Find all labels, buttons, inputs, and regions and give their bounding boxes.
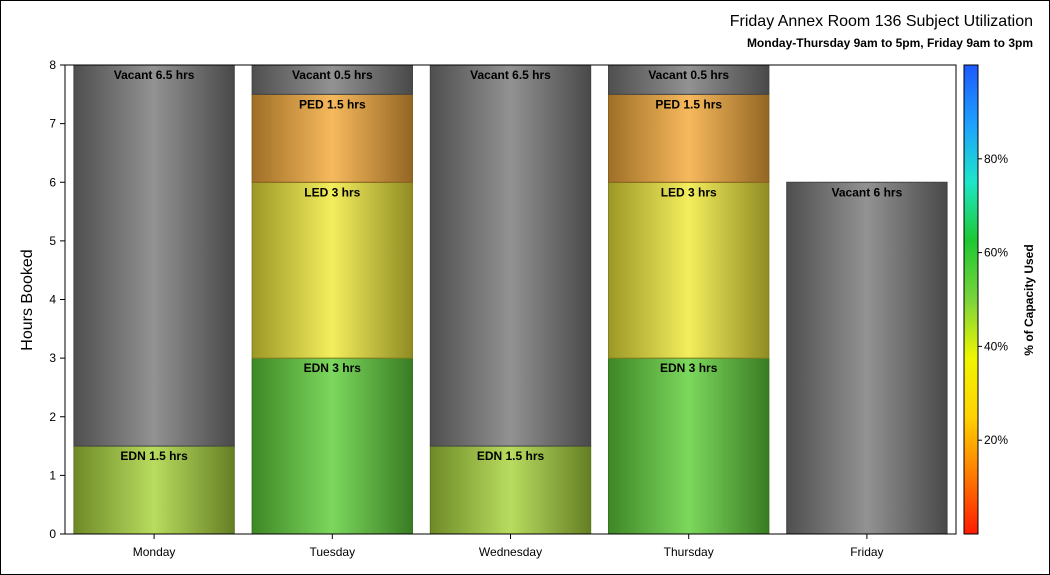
segment-label: LED 3 hrs <box>304 185 360 199</box>
y-tick-label: 6 <box>49 175 56 189</box>
y-axis: 0 1 2 3 4 5 6 7 8 <box>49 58 65 541</box>
y-tick-label: 7 <box>49 117 56 131</box>
colorbar-label: % of Capacity Used <box>1022 244 1036 355</box>
y-tick-label: 3 <box>49 351 56 365</box>
segment-label: Vacant 6 hrs <box>832 185 903 199</box>
colorbar-tick-label: 60% <box>984 246 1008 260</box>
bar-segment <box>251 93 413 183</box>
y-tick-label: 5 <box>49 234 56 248</box>
chart-subtitle: Monday-Thursday 9am to 5pm, Friday 9am t… <box>746 36 1033 50</box>
segment-label: LED 3 hrs <box>661 185 717 199</box>
x-tick-label: Tuesday <box>310 545 356 559</box>
bar-segment <box>251 357 413 535</box>
bar-segment <box>251 64 413 95</box>
chart-title: Friday Annex Room 136 Subject Utilizatio… <box>729 13 1033 30</box>
x-tick-label: Friday <box>850 545 883 559</box>
colorbar-tick-label: 20% <box>984 433 1008 447</box>
x-tick-label: Thursday <box>664 545 714 559</box>
y-tick-label: 0 <box>49 527 56 541</box>
bar-segment <box>251 181 413 359</box>
segment-label: EDN 1.5 hrs <box>120 449 188 463</box>
y-tick-label: 4 <box>49 293 56 307</box>
x-tick-label: Monday <box>133 545 176 559</box>
bar-segment <box>608 357 770 535</box>
y-tick-label: 2 <box>49 410 56 424</box>
bar-segment <box>786 181 948 535</box>
y-tick-label: 8 <box>49 58 56 72</box>
colorbar-tick-label: 80% <box>984 152 1008 166</box>
segment-label: EDN 3 hrs <box>660 361 718 375</box>
segment-label: Vacant 6.5 hrs <box>470 68 551 82</box>
segment-label: EDN 1.5 hrs <box>477 449 545 463</box>
bar-segment <box>608 181 770 359</box>
colorbar-legend: 20% 40% 60% 80% <box>963 64 1008 535</box>
segment-label: Vacant 0.5 hrs <box>648 68 729 82</box>
segment-label: EDN 3 hrs <box>304 361 362 375</box>
bar-segment <box>429 64 592 447</box>
colorbar-gradient <box>963 64 979 535</box>
y-axis-label: Hours Booked <box>19 249 36 350</box>
bar-segment <box>73 445 235 535</box>
bars-layer: EDN 1.5 hrs Vacant 6.5 hrs EDN 3 hrs LED 3 … <box>73 64 948 535</box>
segment-label: PED 1.5 hrs <box>655 97 722 111</box>
y-tick-label: 1 <box>49 468 56 482</box>
colorbar-tick-label: 40% <box>984 339 1008 353</box>
x-axis: Monday Tuesday Wednesday Thursday Friday <box>133 534 884 559</box>
bar-segment <box>73 64 235 447</box>
segment-label: PED 1.5 hrs <box>299 97 366 111</box>
segment-label: Vacant 0.5 hrs <box>292 68 373 82</box>
x-tick-label: Wednesday <box>479 545 542 559</box>
segment-label: Vacant 6.5 hrs <box>114 68 195 82</box>
bar-segment <box>608 93 770 183</box>
